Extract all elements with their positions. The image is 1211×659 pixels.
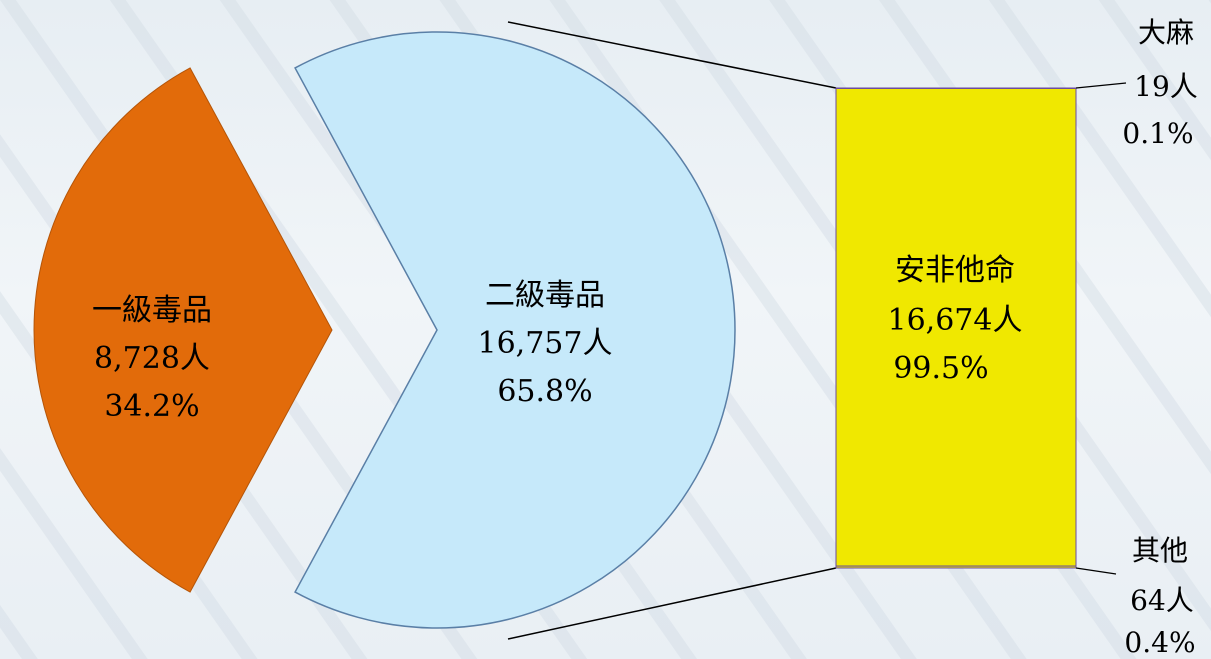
label-amphetamine: 安非他命 16,674人 99.5% (888, 253, 1023, 386)
slice-first-percent: 34.2% (104, 389, 199, 424)
label-second-grade: 二級毒品 16,757人 65.8% (478, 278, 613, 409)
bar-segment-other (835, 565, 1077, 569)
bar-of-pie-stack (835, 87, 1077, 569)
pie-slice-second-grade (294, 31, 736, 629)
slice-second-count: 16,757人 (478, 326, 613, 361)
bar-cannabis-percent: 0.1% (1122, 117, 1193, 150)
bar-cannabis-name: 大麻 (1138, 16, 1194, 49)
bar-other-count: 64人 (1130, 584, 1194, 617)
bar-amphetamine-count: 16,674人 (888, 303, 1023, 338)
bar-cannabis-count: 19人 (1134, 70, 1198, 103)
slice-second-percent: 65.8% (497, 374, 592, 409)
bar-other-percent: 0.4% (1124, 626, 1195, 659)
connector-line-bottom (507, 567, 837, 640)
label-cannabis: 大麻 19人 0.1% (1122, 16, 1197, 150)
bar-amphetamine-name: 安非他命 (895, 253, 1015, 288)
label-first-grade: 一級毒品 8,728人 34.2% (92, 293, 212, 424)
bar-segment-amphetamine (835, 87, 1077, 567)
slice-first-count: 8,728人 (94, 341, 210, 376)
label-other: 其他 64人 0.4% (1124, 534, 1195, 659)
slice-first-name: 一級毒品 (92, 293, 212, 328)
leader-line-other (1075, 567, 1117, 575)
leader-line-cannabis (1075, 82, 1127, 89)
slice-second-name: 二級毒品 (485, 278, 605, 313)
connector-line-top (507, 21, 837, 89)
bar-amphetamine-percent: 99.5% (893, 351, 988, 386)
bar-other-name: 其他 (1132, 534, 1188, 567)
pie-slice-first-grade (33, 67, 333, 593)
